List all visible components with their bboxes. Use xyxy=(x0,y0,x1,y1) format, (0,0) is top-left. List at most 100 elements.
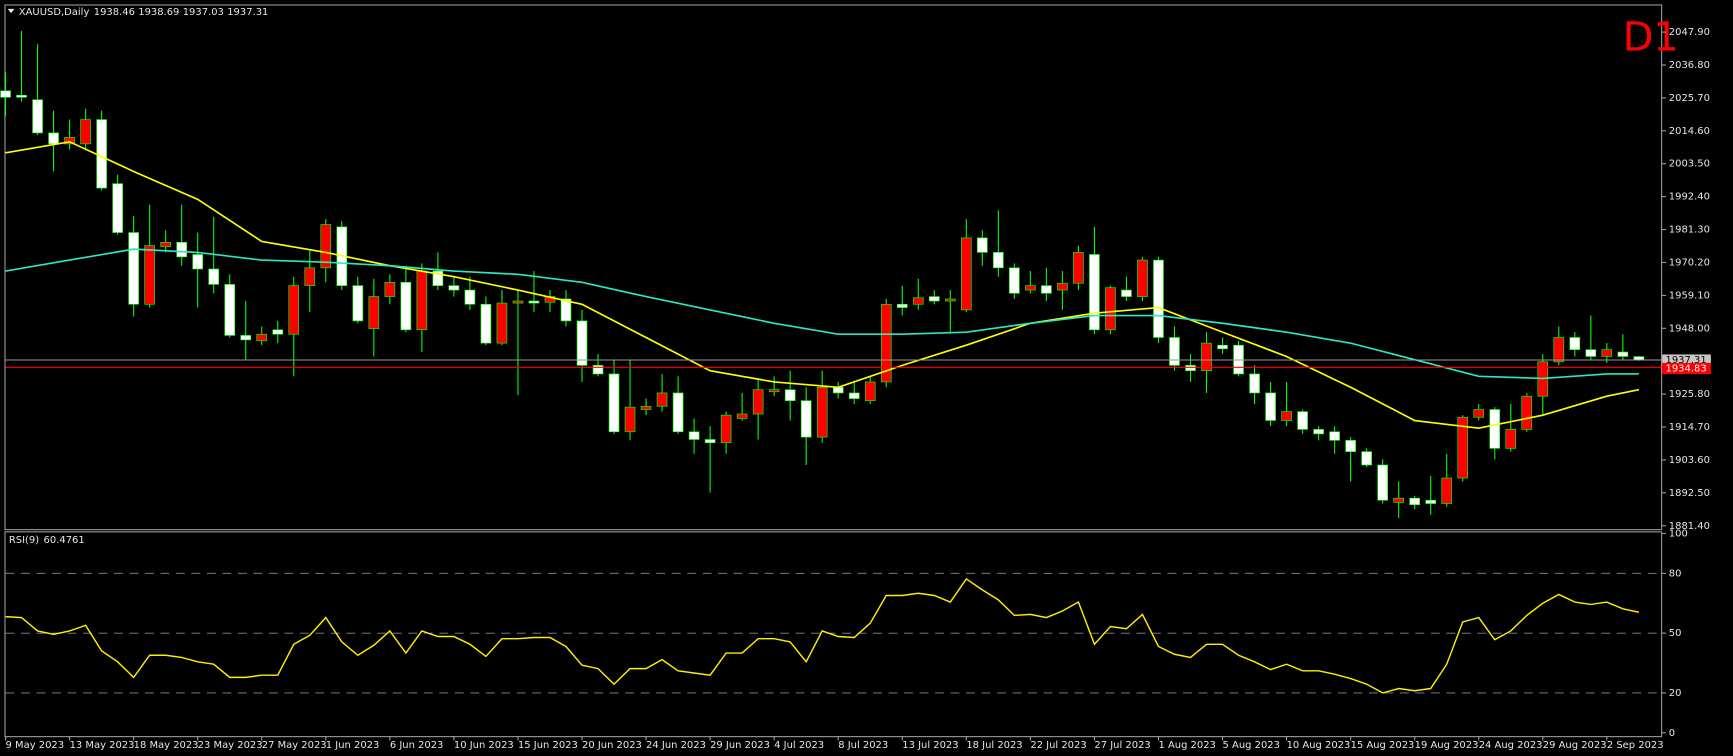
moving-average xyxy=(5,248,1639,380)
x-tick-label: 15 Jun 2023 xyxy=(518,740,578,751)
candle-body xyxy=(1617,351,1629,357)
candle-body xyxy=(720,414,732,444)
candle-body xyxy=(1281,411,1292,421)
candle-body xyxy=(528,300,540,304)
ohlc-close: 1937.31 xyxy=(227,7,268,18)
candle-body xyxy=(112,183,123,233)
y-tick-label: 2036.80 xyxy=(1669,60,1710,71)
candle-body xyxy=(961,237,972,311)
level-price-label: 1934.83 xyxy=(1665,363,1706,374)
y-tick-label: 2003.50 xyxy=(1669,159,1710,170)
candle-body xyxy=(1297,411,1308,430)
symbol-title: XAUUSD,Daily xyxy=(19,7,90,18)
price-panel xyxy=(4,4,1663,531)
x-tick-label: 5 Aug 2023 xyxy=(1223,740,1280,751)
candle-body xyxy=(416,270,428,331)
candle-body xyxy=(48,132,59,145)
candle-body xyxy=(1585,349,1597,357)
candle-body xyxy=(1377,464,1388,501)
candle-body xyxy=(16,94,27,98)
candle-body xyxy=(1185,365,1196,372)
x-tick-label: 15 Aug 2023 xyxy=(1351,740,1415,751)
x-tick-label: 9 May 2023 xyxy=(6,740,65,751)
candle-body xyxy=(272,329,284,335)
candle-body xyxy=(1153,259,1164,338)
candle-body xyxy=(160,241,171,248)
candle-body xyxy=(176,241,187,258)
candle-body xyxy=(256,333,268,342)
x-tick-label: 6 Jun 2023 xyxy=(390,740,444,751)
level-price-box xyxy=(1662,362,1711,374)
candle-body xyxy=(816,386,828,438)
candle-body xyxy=(1489,409,1501,449)
candle-body xyxy=(144,245,155,305)
x-tick-label: 10 Aug 2023 xyxy=(1287,740,1351,751)
candle-body xyxy=(1345,440,1356,452)
candle-body xyxy=(496,302,508,344)
candle-body xyxy=(1217,344,1228,350)
x-tick-label: 20 Jun 2023 xyxy=(582,740,642,751)
candle-body xyxy=(1425,499,1437,504)
x-tick-label: 8 Jul 2023 xyxy=(838,740,888,751)
menu-arrow[interactable] xyxy=(7,8,15,14)
x-tick-label: 4 Jul 2023 xyxy=(774,740,824,751)
y-tick-label: 1903.60 xyxy=(1669,455,1710,466)
candle-body xyxy=(1249,373,1260,394)
candle-body xyxy=(848,392,860,399)
candle-body xyxy=(977,237,988,253)
x-tick-label: 1 Jun 2023 xyxy=(326,740,380,751)
candle-body xyxy=(480,303,492,344)
candle-body xyxy=(192,254,204,270)
x-tick-label: 13 May 2023 xyxy=(70,740,135,751)
candle-body xyxy=(1105,287,1116,331)
candle-body xyxy=(64,137,75,145)
y-tick-label: 1981.30 xyxy=(1669,225,1710,236)
candle-body xyxy=(512,300,524,304)
candle-body xyxy=(400,282,412,331)
candle-body xyxy=(1265,392,1276,421)
candle-body xyxy=(1041,285,1052,294)
candle-body xyxy=(592,365,604,375)
y-tick-label: 1881.40 xyxy=(1669,521,1710,532)
candle-body xyxy=(1553,337,1565,363)
candle-body xyxy=(608,373,620,433)
candle-body xyxy=(1409,497,1420,506)
candle-body xyxy=(464,289,476,305)
current-price-label: 1937.31 xyxy=(1665,355,1706,366)
candle-body xyxy=(1441,477,1453,504)
x-tick-label: 19 Aug 2023 xyxy=(1415,740,1479,751)
candle-body xyxy=(768,389,780,393)
candle-body xyxy=(1329,431,1340,441)
candle-body xyxy=(1457,416,1469,479)
candle-body xyxy=(656,392,668,407)
candle-body xyxy=(800,400,812,438)
candle-body xyxy=(384,282,396,297)
candle-body xyxy=(1201,342,1212,372)
rsi-line xyxy=(5,577,1640,694)
candle-body xyxy=(928,296,940,302)
x-tick-label: 27 Jul 2023 xyxy=(1094,740,1150,751)
candle-body xyxy=(1169,337,1180,366)
rsi-header: RSI(9) 60.4761 xyxy=(9,535,85,546)
y-tick-label: 1959.10 xyxy=(1669,290,1710,301)
candle-body xyxy=(832,386,844,394)
candle-body xyxy=(912,297,924,305)
candle-body xyxy=(672,392,684,433)
candle-body xyxy=(576,320,588,366)
ohlc-open: 1938.46 xyxy=(94,7,135,18)
candle-body xyxy=(1505,429,1517,449)
y-tick-label: 100 xyxy=(1669,529,1688,540)
candle-body xyxy=(864,381,876,401)
y-tick-label: 80 xyxy=(1669,568,1682,579)
candle-body xyxy=(560,298,572,322)
x-tick-label: 18 May 2023 xyxy=(134,740,199,751)
candle-body xyxy=(304,267,316,286)
x-tick-label: 29 Aug 2023 xyxy=(1543,740,1607,751)
x-tick-label: 29 Jun 2023 xyxy=(710,740,770,751)
candle-body xyxy=(1569,337,1581,350)
y-tick-label: 1892.50 xyxy=(1669,488,1710,499)
y-tick-label: 1970.20 xyxy=(1669,257,1710,268)
candle-body xyxy=(1137,259,1148,297)
y-tick-label: 20 xyxy=(1669,688,1682,699)
